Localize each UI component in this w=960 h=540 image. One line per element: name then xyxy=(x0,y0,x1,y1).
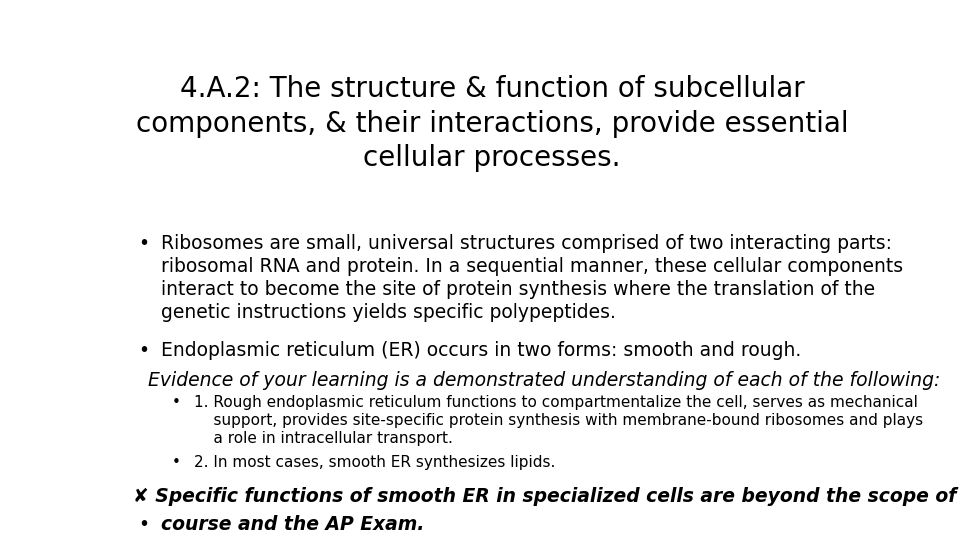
Text: •: • xyxy=(138,234,150,253)
Text: 2. In most cases, smooth ER synthesizes lipids.: 2. In most cases, smooth ER synthesizes … xyxy=(194,455,556,470)
Text: Evidence of your learning is a demonstrated understanding of each of the followi: Evidence of your learning is a demonstra… xyxy=(148,371,941,390)
Text: 4.A.2: The structure & function of subcellular
components, & their interactions,: 4.A.2: The structure & function of subce… xyxy=(135,75,849,172)
Text: course and the AP Exam.: course and the AP Exam. xyxy=(161,515,424,534)
Text: Ribosomes are small, universal structures comprised of two interacting parts:
ri: Ribosomes are small, universal structure… xyxy=(161,234,903,322)
Text: •: • xyxy=(138,341,150,360)
Text: Endoplasmic reticulum (ER) occurs in two forms: smooth and rough.: Endoplasmic reticulum (ER) occurs in two… xyxy=(161,341,802,360)
Text: •: • xyxy=(172,455,180,470)
Text: •: • xyxy=(138,515,150,534)
Text: •: • xyxy=(172,395,180,409)
Text: ✘ Specific functions of smooth ER in specialized cells are beyond the scope of t: ✘ Specific functions of smooth ER in spe… xyxy=(133,488,960,507)
Text: 1. Rough endoplasmic reticulum functions to compartmentalize the cell, serves as: 1. Rough endoplasmic reticulum functions… xyxy=(194,395,924,446)
